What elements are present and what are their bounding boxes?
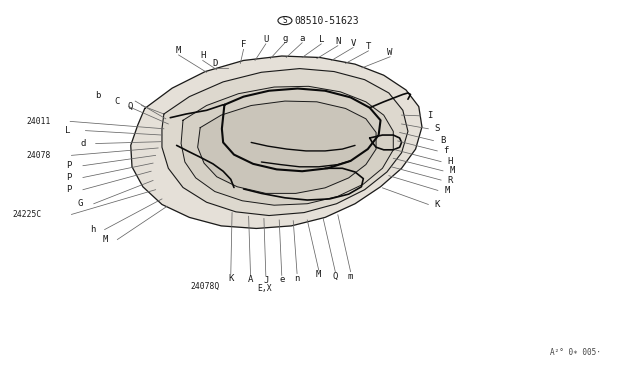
Text: A: A [248, 275, 253, 284]
Text: I: I [427, 111, 433, 121]
Text: L: L [65, 126, 70, 135]
Text: T: T [365, 42, 371, 51]
Text: P: P [66, 185, 72, 194]
Text: H: H [447, 157, 453, 166]
Text: C: C [114, 97, 119, 106]
Text: Q: Q [128, 102, 133, 111]
Text: U: U [263, 35, 269, 44]
Polygon shape [198, 101, 376, 193]
Text: H: H [200, 51, 205, 61]
Text: e: e [279, 275, 284, 284]
Text: 08510-51623: 08510-51623 [294, 16, 359, 26]
Text: B: B [440, 136, 445, 145]
Text: a: a [300, 34, 305, 43]
Text: d: d [81, 139, 86, 148]
Text: F: F [241, 41, 246, 49]
Text: 24078: 24078 [27, 151, 51, 160]
Text: K: K [435, 200, 440, 209]
Text: D: D [213, 59, 218, 68]
Text: n: n [294, 273, 300, 282]
Text: J: J [263, 276, 269, 285]
Text: W: W [387, 48, 393, 57]
Text: R: R [447, 176, 453, 185]
Text: g: g [282, 34, 287, 43]
Text: M: M [316, 270, 321, 279]
Text: f: f [444, 147, 449, 155]
Text: M: M [103, 235, 108, 244]
Text: N: N [335, 37, 340, 46]
Text: 24011: 24011 [27, 117, 51, 126]
Text: m: m [348, 272, 353, 280]
Polygon shape [162, 68, 408, 215]
Text: Q: Q [333, 272, 338, 280]
Text: 24078Q: 24078Q [191, 282, 220, 291]
Text: G: G [77, 199, 83, 208]
Text: A²° 0∗ 005·: A²° 0∗ 005· [550, 347, 600, 357]
Text: P: P [66, 161, 72, 170]
Text: L: L [319, 35, 324, 44]
Text: h: h [90, 225, 95, 234]
Text: b: b [95, 91, 100, 100]
Text: P: P [66, 173, 72, 182]
Text: M: M [176, 46, 181, 55]
Polygon shape [181, 86, 394, 205]
Text: V: V [351, 39, 356, 48]
Text: S: S [283, 16, 287, 25]
Text: K: K [228, 274, 234, 283]
Text: 24225C: 24225C [12, 210, 42, 219]
Text: M: M [444, 186, 450, 195]
Polygon shape [131, 56, 422, 228]
Text: M: M [449, 166, 455, 175]
Text: S: S [435, 124, 440, 133]
Text: E,X: E,X [257, 284, 272, 293]
